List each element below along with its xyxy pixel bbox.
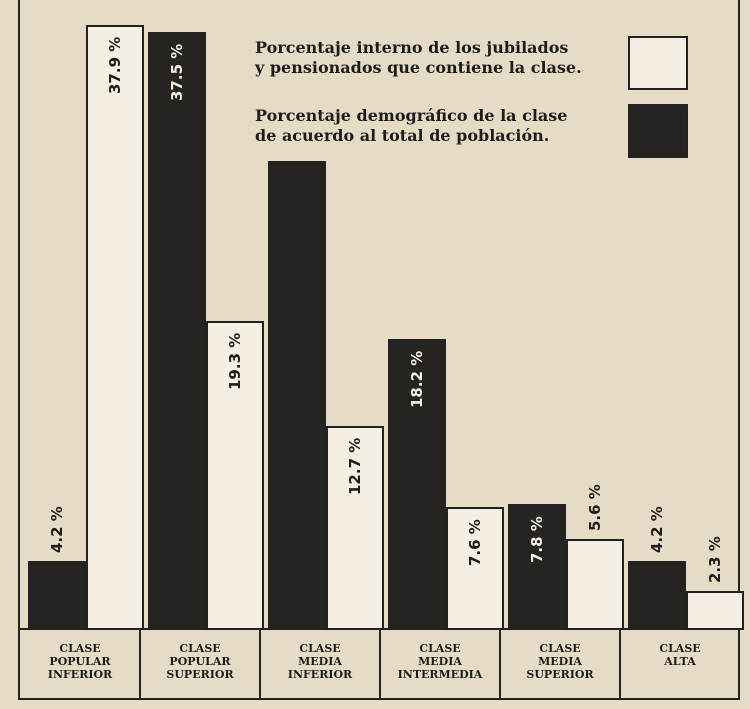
value-label: 5.6 % (586, 484, 604, 531)
x-tick-label: CLASE MEDIA SUPERIOR (526, 642, 594, 681)
x-tick-label: CLASE POPULAR SUPERIOR (166, 642, 234, 681)
value-label: 19.3 % (226, 332, 244, 391)
value-label: 7.8 % (528, 516, 546, 563)
chart-frame (18, 0, 740, 700)
x-tick-label: CLASE MEDIA INFERIOR (287, 642, 353, 681)
bar (628, 561, 686, 630)
value-label: 12.7 % (346, 437, 364, 496)
value-label: 2.3 % (706, 536, 724, 584)
bar (206, 321, 264, 630)
bar (566, 538, 624, 630)
bar (28, 561, 86, 630)
value-label: 4.2 % (48, 506, 66, 554)
separator (619, 628, 621, 698)
x-tick-label: CLASE ALTA (659, 642, 701, 668)
legend-label: Porcentaje demográfico de la clase de ac… (255, 106, 625, 146)
bar (268, 160, 326, 630)
bar (148, 31, 206, 630)
bar (388, 338, 446, 630)
bar (446, 507, 504, 630)
bottom-line (18, 698, 740, 700)
separator (379, 628, 381, 698)
separator (259, 628, 261, 698)
separator (139, 628, 141, 698)
bar (326, 426, 384, 630)
bar (508, 503, 566, 630)
value-label: 37.9 % (106, 37, 124, 95)
legend-swatch (628, 104, 688, 158)
legend-swatch (628, 36, 688, 90)
x-tick-label: CLASE MEDIA INTERMEDIA (397, 642, 483, 681)
bar (686, 591, 744, 630)
bar (86, 25, 144, 630)
value-label: 7.6 % (466, 519, 484, 567)
value-label: 37.5 % (168, 43, 186, 101)
value-label: 4.2 % (648, 506, 666, 554)
legend-label: Porcentaje interno de los jubilados y pe… (255, 38, 625, 78)
value-label: 18.2 % (408, 350, 426, 408)
separator (499, 628, 501, 698)
x-tick-label: CLASE POPULAR INFERIOR (47, 642, 113, 681)
